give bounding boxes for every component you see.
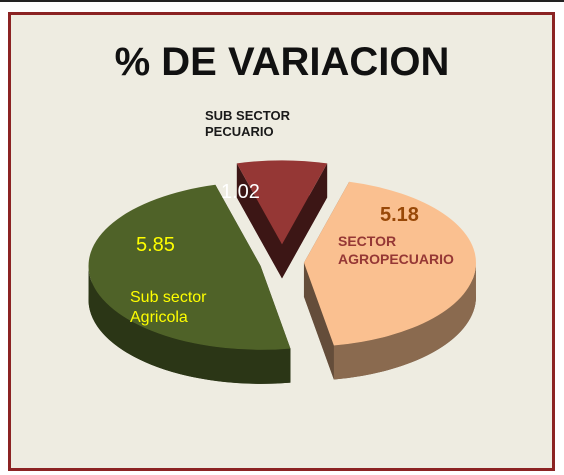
slice-side (333, 262, 476, 380)
slice-side (88, 265, 291, 384)
category-label: Sub sector Agricola (130, 289, 207, 326)
value-label: 1.02 (221, 181, 260, 203)
pie-slice (236, 160, 328, 245)
chart-title: % DE VARIACION (114, 40, 450, 84)
slice-wall (303, 262, 334, 380)
slice-wall (282, 163, 328, 279)
category-label: SECTOR AGROPECUARIO (338, 233, 454, 267)
pie-slice (303, 181, 476, 346)
pie-slice (88, 184, 291, 350)
value-label: 5.18 (380, 204, 419, 226)
top-line (0, 0, 564, 2)
value-label: 5.85 (136, 234, 175, 256)
category-label: SUB SECTOR PECUARIO (205, 108, 290, 140)
slice-wall (236, 163, 282, 279)
